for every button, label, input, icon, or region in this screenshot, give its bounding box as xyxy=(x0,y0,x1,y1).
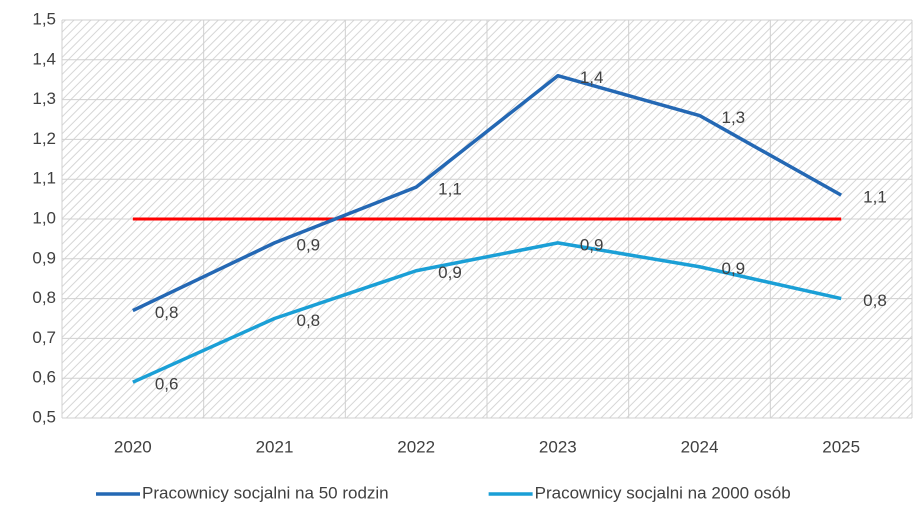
x-tick-label: 2022 xyxy=(397,437,435,456)
series-line xyxy=(132,73,843,313)
y-tick-label: 1,3 xyxy=(32,89,56,108)
series-line xyxy=(132,241,842,384)
data-label: 0,9 xyxy=(580,235,604,254)
y-tick-label: 1,0 xyxy=(32,208,56,227)
x-tick-label: 2024 xyxy=(681,437,719,456)
y-tick-label: 0,6 xyxy=(32,368,56,387)
y-tick-label: 1,1 xyxy=(32,169,56,188)
y-tick-label: 0,9 xyxy=(32,248,56,267)
y-tick-label: 1,4 xyxy=(32,49,56,68)
x-tick-label: 2021 xyxy=(256,437,294,456)
data-label: 0,9 xyxy=(438,263,462,282)
data-label: 1,4 xyxy=(580,68,604,87)
data-label: 1,1 xyxy=(438,180,462,199)
data-label: 0,8 xyxy=(863,291,887,310)
legend-label: Pracownicy socjalni na 2000 osób xyxy=(535,483,791,502)
data-label: 1,3 xyxy=(722,108,746,127)
y-tick-label: 0,8 xyxy=(32,288,56,307)
x-tick-label: 2025 xyxy=(822,437,860,456)
data-label: 0,9 xyxy=(722,259,746,278)
x-tick-label: 2020 xyxy=(114,437,152,456)
data-label: 0,8 xyxy=(155,303,179,322)
y-tick-label: 0,7 xyxy=(32,328,56,347)
y-tick-label: 1,2 xyxy=(32,129,56,148)
data-label: 0,8 xyxy=(297,311,321,330)
data-label: 1,1 xyxy=(863,188,887,207)
y-tick-label: 1,5 xyxy=(32,9,56,28)
y-tick-label: 0,5 xyxy=(32,407,56,426)
data-label: 0,9 xyxy=(297,235,321,254)
legend-label: Pracownicy socjalni na 50 rodzin xyxy=(142,483,389,502)
x-tick-label: 2023 xyxy=(539,437,577,456)
data-label: 0,6 xyxy=(155,375,179,394)
